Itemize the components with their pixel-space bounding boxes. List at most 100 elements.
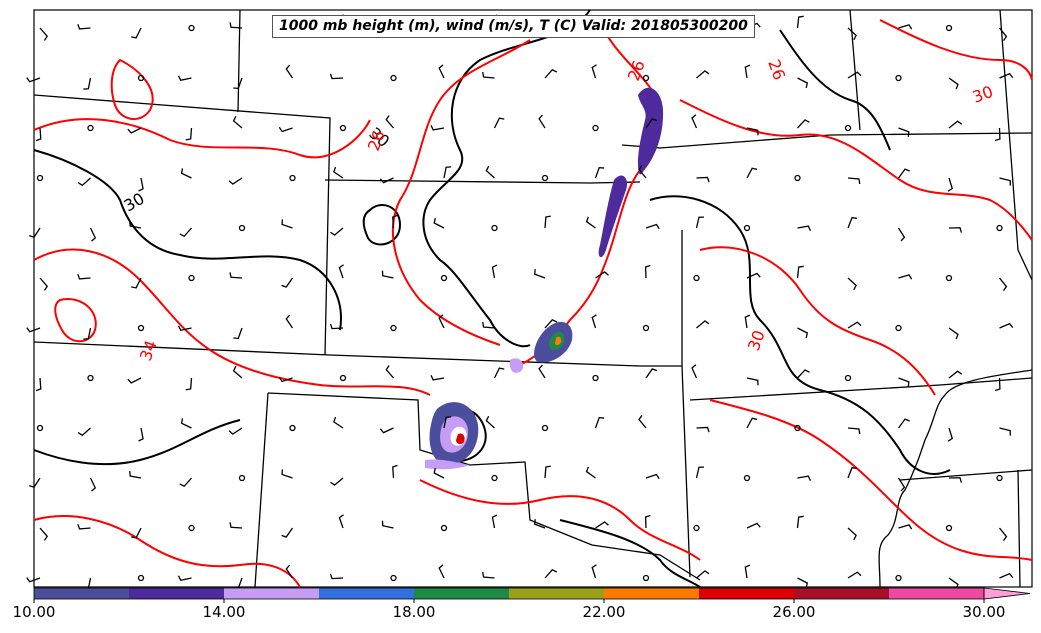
wind-barb — [285, 564, 294, 579]
wind-barb — [233, 327, 243, 340]
wind-barb — [26, 327, 41, 333]
wind-barb — [329, 573, 344, 580]
wind-barb — [127, 377, 142, 384]
wind-barb — [83, 77, 92, 90]
wind-barb — [898, 524, 913, 530]
colorbar-tick-label: 18.00 — [392, 603, 436, 621]
calm-wind-marker — [36, 174, 44, 182]
wind-barb — [998, 527, 1008, 541]
wind-barb — [696, 176, 710, 183]
colorbar — [33, 587, 1031, 603]
wind-barb — [29, 477, 41, 488]
wind-barb — [999, 322, 1014, 329]
wind-barb — [746, 417, 758, 429]
wind-barb — [544, 465, 551, 479]
colorbar-segment — [224, 588, 320, 599]
wind-barb — [544, 568, 558, 579]
wind-barb — [947, 177, 954, 192]
wind-barb — [994, 127, 1001, 142]
wind-barb — [847, 27, 857, 41]
temperature-contours — [33, 19, 1033, 588]
wind-barb — [645, 368, 658, 379]
wind-barb — [696, 320, 710, 329]
wind-barb — [695, 466, 704, 479]
colorbar-segment — [889, 588, 985, 599]
calm-wind-marker — [945, 524, 953, 532]
calm-wind-marker — [137, 574, 145, 582]
wind-barb — [746, 272, 761, 279]
calm-wind-marker — [87, 124, 94, 132]
wind-barb — [796, 515, 804, 529]
wind-barb — [544, 318, 558, 329]
wind-barb — [77, 524, 91, 530]
wind-barb — [797, 119, 810, 129]
calm-wind-marker — [188, 524, 195, 532]
wind-barb — [482, 71, 495, 79]
calm-wind-marker — [238, 474, 246, 482]
calm-wind-marker — [390, 74, 397, 82]
wind-barb — [329, 73, 344, 80]
wind-barb — [177, 75, 192, 81]
wind-barb — [138, 177, 144, 192]
wind-barb — [695, 216, 704, 229]
wind-barb — [898, 274, 913, 280]
wind-barb — [744, 564, 751, 579]
wind-barb — [433, 217, 445, 229]
wind-barb — [443, 416, 452, 429]
wind-barb — [544, 215, 551, 229]
wind-barb — [638, 165, 647, 179]
wind-barb — [595, 521, 609, 529]
wind-barb — [534, 519, 546, 529]
wind-barb — [746, 127, 759, 136]
wind-barb — [797, 225, 812, 231]
wind-barb — [333, 416, 344, 429]
wind-barb — [77, 24, 91, 30]
wind-barb — [538, 364, 546, 379]
wind-barb — [278, 126, 293, 133]
wind-barb — [847, 427, 861, 435]
calm-wind-marker — [440, 274, 448, 282]
wind-barb — [278, 376, 293, 383]
wind-speed-fill — [425, 87, 664, 470]
wind-barb — [281, 527, 294, 538]
wind-barb — [285, 64, 294, 79]
wind-barb — [281, 219, 293, 229]
wind-barb — [83, 327, 92, 340]
wind-barb — [645, 473, 660, 480]
wind-barb — [179, 477, 192, 488]
calm-wind-marker — [996, 474, 1003, 482]
calm-wind-marker — [794, 174, 801, 182]
wind-barb — [131, 27, 142, 39]
wind-barb — [595, 271, 609, 279]
calm-wind-marker — [642, 574, 650, 582]
calm-wind-marker — [390, 574, 397, 582]
wind-barb — [89, 477, 97, 492]
calm-wind-marker — [289, 174, 296, 182]
state-borders — [33, 9, 1033, 588]
wind-barb — [77, 427, 91, 437]
colorbar-segment — [604, 588, 700, 599]
wind-barb — [696, 426, 710, 433]
wind-barb — [948, 577, 959, 590]
coastline — [878, 369, 1033, 588]
wind-barb — [691, 114, 698, 129]
wind-barb — [744, 64, 751, 79]
wind-barb — [438, 564, 445, 579]
wind-barb — [797, 577, 809, 589]
wind-barb — [999, 177, 1011, 186]
wind-barb — [131, 277, 142, 289]
wind-barb — [999, 572, 1014, 579]
colorbar-segment — [414, 588, 510, 599]
wind-barb — [229, 522, 243, 529]
wind-barb — [744, 314, 751, 329]
wind-barb — [585, 466, 596, 479]
wind-barb — [229, 22, 243, 29]
wind-barb — [544, 68, 558, 79]
calm-wind-marker — [895, 324, 902, 332]
wind-barb — [493, 117, 505, 129]
wind-barb — [491, 514, 498, 529]
wind-barb — [179, 227, 192, 238]
wind-barb — [430, 125, 445, 131]
wind-barb — [482, 321, 495, 329]
map-frame — [33, 9, 1033, 588]
